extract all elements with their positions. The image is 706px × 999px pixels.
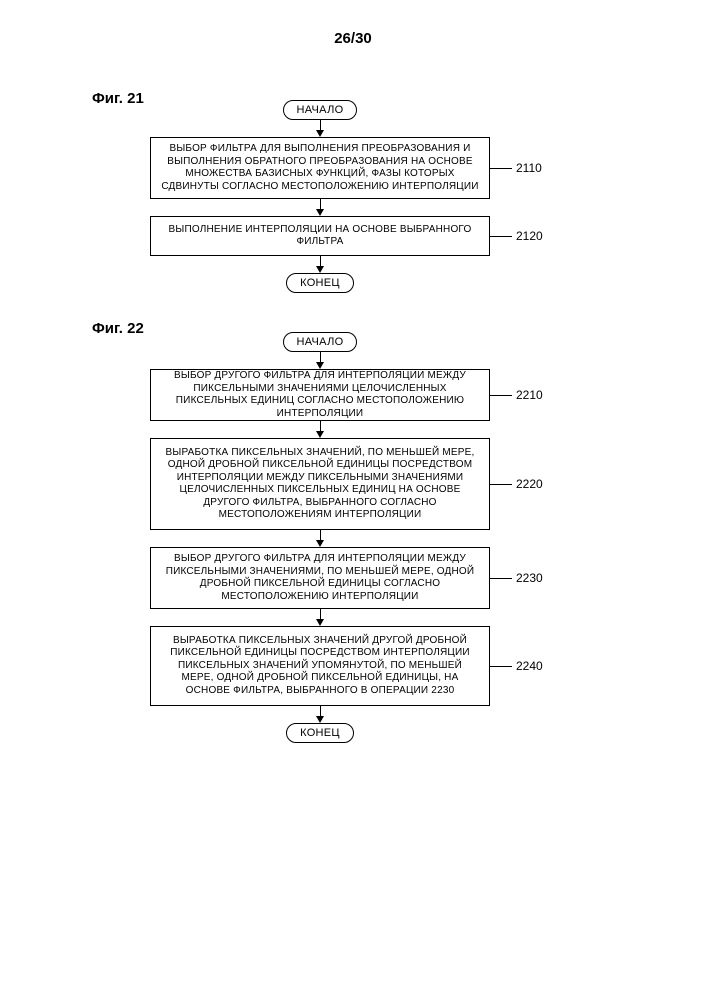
- fig22-step2: ВЫРАБОТКА ПИКСЕЛЬНЫХ ЗНАЧЕНИЙ, ПО МЕНЬШЕ…: [150, 438, 490, 530]
- arrow-head-icon: [316, 209, 324, 216]
- fig22-step1-text: ВЫБОР ДРУГОГО ФИЛЬТРА ДЛЯ ИНТЕРПОЛЯЦИИ М…: [161, 370, 479, 420]
- fig21-step2-ref: 2120: [516, 229, 543, 243]
- ref-line: [490, 236, 512, 237]
- fig21-step1-text: ВЫБОР ФИЛЬТРА ДЛЯ ВЫПОЛНЕНИЯ ПРЕОБРАЗОВА…: [161, 143, 479, 193]
- fig22-start: НАЧАЛО: [283, 332, 357, 352]
- fig22-label: Фиг. 22: [92, 320, 144, 337]
- ref-line: [490, 484, 512, 485]
- fig21-step1: ВЫБОР ФИЛЬТРА ДЛЯ ВЫПОЛНЕНИЯ ПРЕОБРАЗОВА…: [150, 137, 490, 199]
- ref-line: [490, 666, 512, 667]
- fig22-step1-ref: 2210: [516, 388, 543, 402]
- fig22-step4-ref: 2240: [516, 659, 543, 673]
- fig21-end: КОНЕЦ: [286, 273, 354, 293]
- fig21-label: Фиг. 21: [92, 90, 144, 107]
- fig22-step4-text: ВЫРАБОТКА ПИКСЕЛЬНЫХ ЗНАЧЕНИЙ ДРУГОЙ ДРО…: [161, 635, 479, 698]
- fig22-end: КОНЕЦ: [286, 723, 354, 743]
- fig21-step2-text: ВЫПОЛНЕНИЕ ИНТЕРПОЛЯЦИИ НА ОСНОВЕ ВЫБРАН…: [161, 224, 479, 249]
- arrow-head-icon: [316, 266, 324, 273]
- page: 26/30 Фиг. 21 НАЧАЛО ВЫБОР ФИЛЬТРА ДЛЯ В…: [0, 0, 706, 999]
- fig22-step3: ВЫБОР ДРУГОГО ФИЛЬТРА ДЛЯ ИНТЕРПОЛЯЦИИ М…: [150, 547, 490, 609]
- arrow-head-icon: [316, 619, 324, 626]
- fig22-step4: ВЫРАБОТКА ПИКСЕЛЬНЫХ ЗНАЧЕНИЙ ДРУГОЙ ДРО…: [150, 626, 490, 706]
- ref-line: [490, 168, 512, 169]
- fig21-start: НАЧАЛО: [283, 100, 357, 120]
- arrow-head-icon: [316, 130, 324, 137]
- fig22-step3-ref: 2230: [516, 571, 543, 585]
- arrow-head-icon: [316, 431, 324, 438]
- ref-line: [490, 395, 512, 396]
- fig21-step2: ВЫПОЛНЕНИЕ ИНТЕРПОЛЯЦИИ НА ОСНОВЕ ВЫБРАН…: [150, 216, 490, 256]
- fig22-step2-text: ВЫРАБОТКА ПИКСЕЛЬНЫХ ЗНАЧЕНИЙ, ПО МЕНЬШЕ…: [161, 447, 479, 522]
- arrow-head-icon: [316, 716, 324, 723]
- page-number: 26/30: [0, 30, 706, 47]
- arrow-head-icon: [316, 362, 324, 369]
- fig22-step1: ВЫБОР ДРУГОГО ФИЛЬТРА ДЛЯ ИНТЕРПОЛЯЦИИ М…: [150, 369, 490, 421]
- ref-line: [490, 578, 512, 579]
- arrow-head-icon: [316, 540, 324, 547]
- fig22-step3-text: ВЫБОР ДРУГОГО ФИЛЬТРА ДЛЯ ИНТЕРПОЛЯЦИИ М…: [161, 553, 479, 603]
- fig21-step1-ref: 2110: [516, 161, 542, 175]
- fig22-step2-ref: 2220: [516, 477, 543, 491]
